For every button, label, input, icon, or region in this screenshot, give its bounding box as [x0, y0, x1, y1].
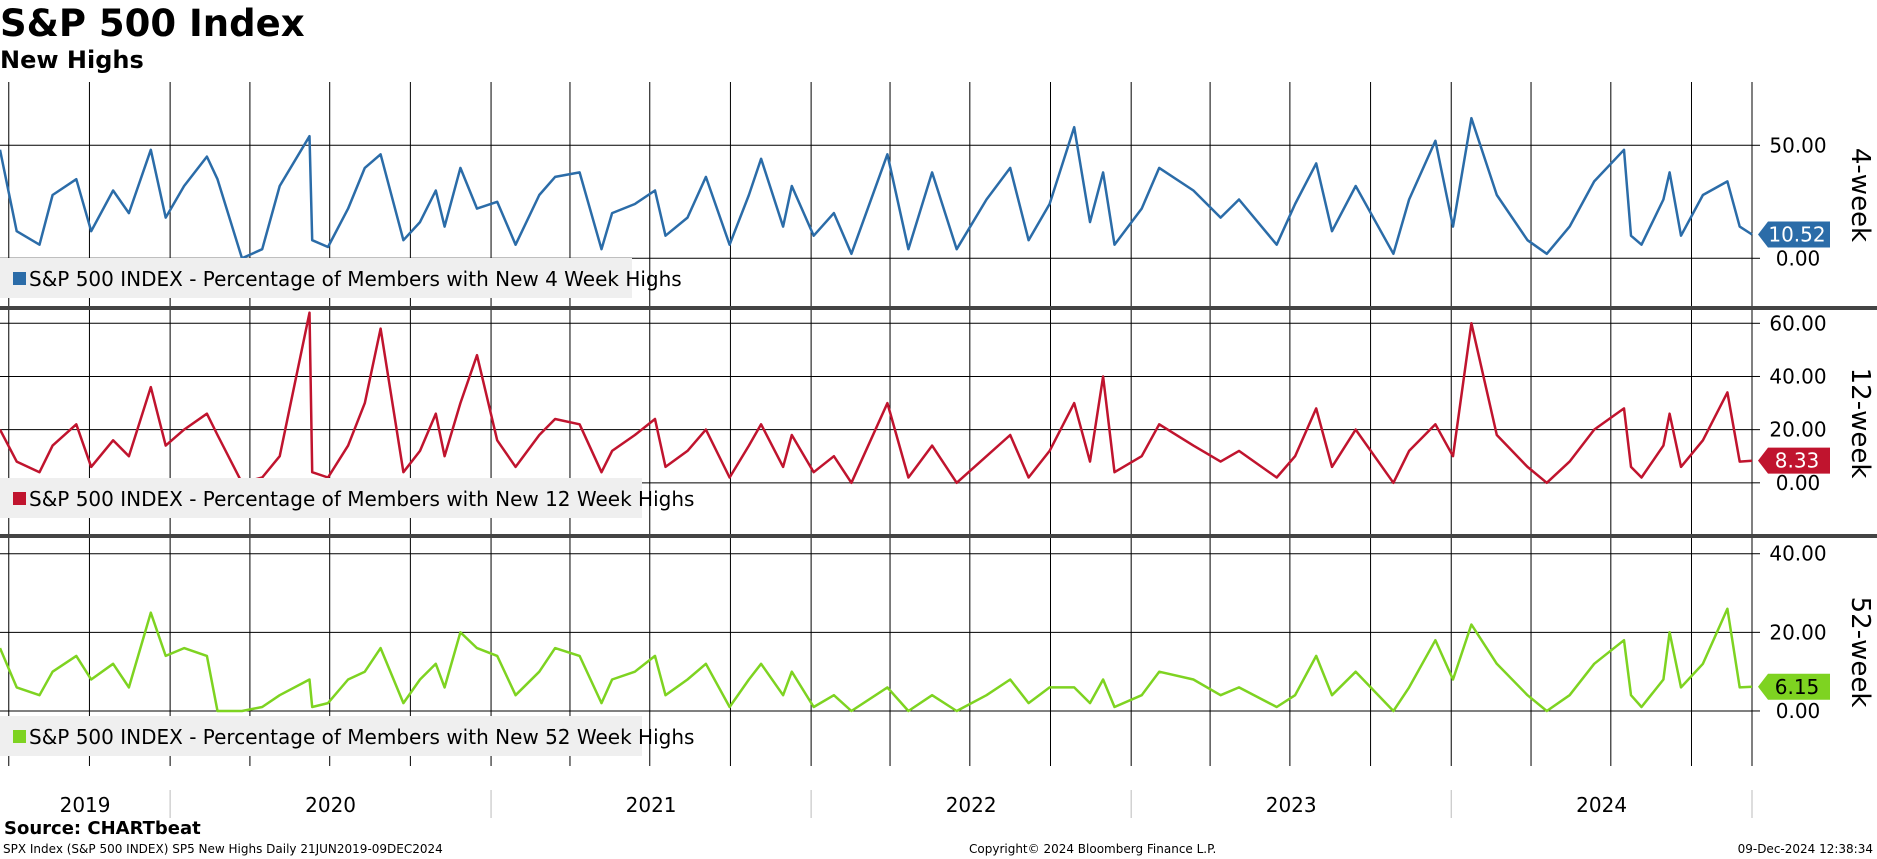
panel-52-week: 0.00 20.00 40.00 6.15 52-week S&P 500 INDEX -…	[0, 538, 1875, 766]
legend-label: S&P 500 INDEX - Percentage of Members wi…	[29, 725, 694, 749]
y-tick-label: 60.00	[1769, 311, 1826, 335]
y-tick-label: 0.00	[1776, 471, 1821, 495]
panel-4-week: 0.00 50.00 10.52 4-week S&P 500 INDEX - Perc…	[0, 82, 1875, 308]
chart-title: S&P 500 Index	[0, 2, 305, 45]
legend-box	[0, 478, 642, 518]
y-tick-label: 40.00	[1769, 542, 1826, 566]
legend-label: S&P 500 INDEX - Percentage of Members wi…	[29, 487, 694, 511]
last-value-tag	[1758, 447, 1830, 474]
last-value-tag	[1758, 673, 1830, 700]
y-tick-label: 20.00	[1769, 620, 1826, 644]
footer-timestamp: 09-Dec-2024 12:38:34	[1737, 842, 1873, 856]
legend-box	[0, 716, 642, 756]
last-value-label: 6.15	[1775, 675, 1820, 699]
x-tick-label: 2023	[1266, 793, 1317, 817]
footer-series-info: SPX Index (S&P 500 INDEX) SP5 New Highs …	[3, 842, 443, 856]
x-tick-label: 2024	[1576, 793, 1627, 817]
x-tick-label: 2021	[626, 793, 677, 817]
panel-axis-label: 52-week	[1845, 597, 1875, 708]
chart-subtitle: New Highs	[0, 46, 144, 74]
y-tick-label: 0.00	[1776, 699, 1821, 723]
x-tick-label: 2020	[305, 793, 356, 817]
y-tick-label: 50.00	[1769, 133, 1826, 157]
series-line-4-week	[0, 116, 1753, 260]
series-line-12-week	[0, 311, 1753, 485]
panel-axis-label: 12-week	[1845, 368, 1875, 479]
legend-box	[0, 258, 632, 298]
last-value-label: 10.52	[1768, 223, 1825, 247]
panel-axis-label: 4-week	[1845, 148, 1875, 242]
last-value-label: 8.33	[1775, 449, 1820, 473]
y-tick-label: 20.00	[1769, 418, 1826, 442]
series-line-52-week	[0, 607, 1753, 713]
source-label: Source: CHARTbeat	[4, 818, 201, 839]
x-tick-label: 2022	[946, 793, 997, 817]
footer-copyright: Copyright© 2024 Bloomberg Finance L.P.	[969, 842, 1217, 856]
legend-label: S&P 500 INDEX - Percentage of Members wi…	[29, 267, 682, 291]
x-tick-label: 2019	[60, 793, 111, 817]
legend-swatch	[13, 730, 26, 743]
legend-swatch	[13, 492, 26, 505]
y-tick-label: 0.00	[1776, 246, 1821, 270]
panel-12-week: 0.00 20.00 40.00 60.00 8.33 12-week S&P 500 IN…	[0, 310, 1875, 536]
legend-swatch	[13, 272, 26, 285]
y-tick-label: 40.00	[1769, 364, 1826, 388]
last-value-tag	[1758, 221, 1830, 248]
